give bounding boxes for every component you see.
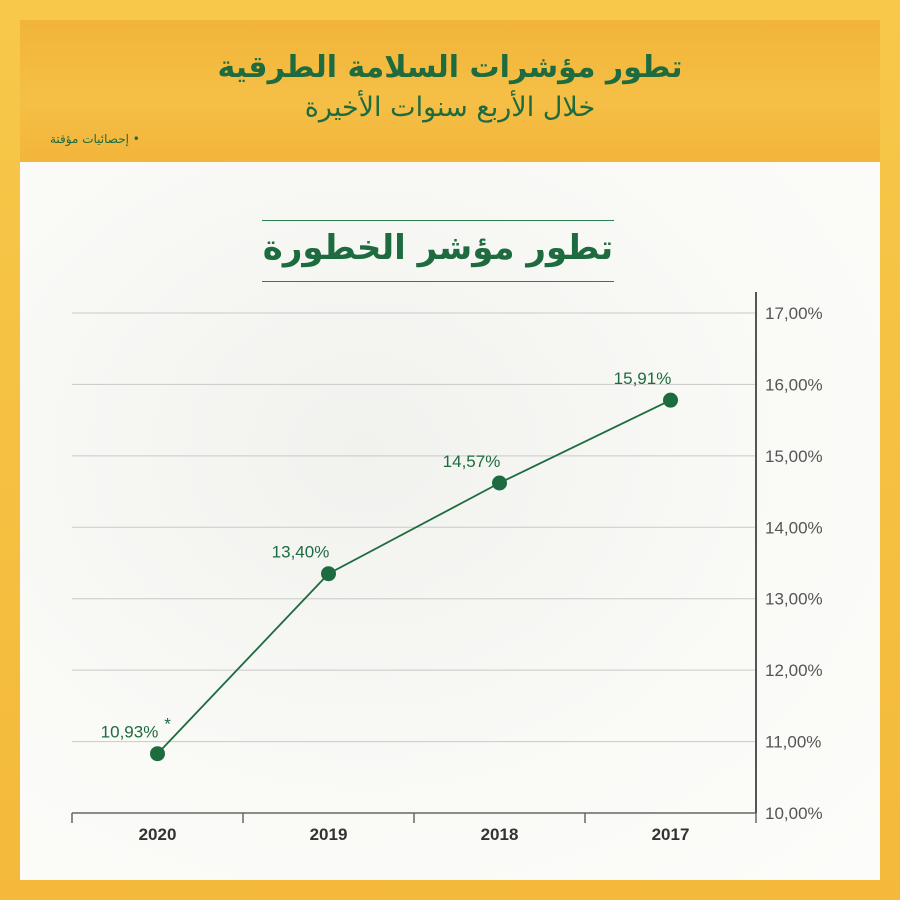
chart-title: تطور مؤشر الخطورة xyxy=(262,228,614,268)
line-chart: 10,00% 11,00% 12,00% 13,00% 14,00% 15,00% 16,0… xyxy=(71,292,823,844)
chart-axes xyxy=(71,292,757,823)
x-tick-label: 2020 xyxy=(139,825,177,844)
y-tick-label: 12,00% xyxy=(765,661,823,680)
provisional-note: • إحصائيات مؤقتة xyxy=(50,132,140,146)
y-tick-label: 14,00% xyxy=(765,518,823,537)
y-tick-label: 16,00% xyxy=(765,375,823,394)
data-point xyxy=(492,475,507,491)
data-label: 13,40% xyxy=(272,543,330,562)
data-point xyxy=(663,392,678,408)
y-tick-label: 10,00% xyxy=(765,804,823,823)
chart-grid xyxy=(72,312,756,743)
x-axis-ticks: 2020 2019 2018 2017 xyxy=(139,825,690,844)
y-tick-label: 13,00% xyxy=(765,590,823,609)
x-tick-label: 2019 xyxy=(310,825,348,844)
x-tick-label: 2018 xyxy=(481,825,519,844)
page-title: تطور مؤشرات السلامة الطرقية xyxy=(217,50,683,85)
annotation-asterisk: * xyxy=(164,715,171,734)
infographic-panel: تطور مؤشرات السلامة الطرقية خلال الأربع … xyxy=(20,20,880,880)
header-banner: تطور مؤشرات السلامة الطرقية خلال الأربع … xyxy=(20,20,880,162)
data-point xyxy=(321,566,336,582)
data-label: 14,57% xyxy=(443,452,501,471)
data-label: 10,93% xyxy=(101,723,159,742)
x-tick-label: 2017 xyxy=(652,825,690,844)
page-subtitle: خلال الأربع سنوات الأخيرة xyxy=(304,92,596,123)
y-tick-label: 15,00% xyxy=(765,447,823,466)
chart-series xyxy=(150,392,678,762)
chart-title-rule-top xyxy=(262,220,614,221)
series-line xyxy=(156,399,671,755)
y-tick-label: 17,00% xyxy=(765,304,823,323)
y-axis-ticks: 10,00% 11,00% 12,00% 13,00% 14,00% 15,00% 16,0… xyxy=(765,304,823,823)
data-point xyxy=(150,746,165,762)
data-labels: 10,93% * 13,40% 14,57% 15,91% xyxy=(101,369,672,742)
data-label: 15,91% xyxy=(614,369,672,388)
chart-title-rule-bottom xyxy=(262,281,614,282)
chart-title-block: تطور مؤشر الخطورة xyxy=(262,220,614,282)
y-tick-label: 11,00% xyxy=(765,733,821,752)
